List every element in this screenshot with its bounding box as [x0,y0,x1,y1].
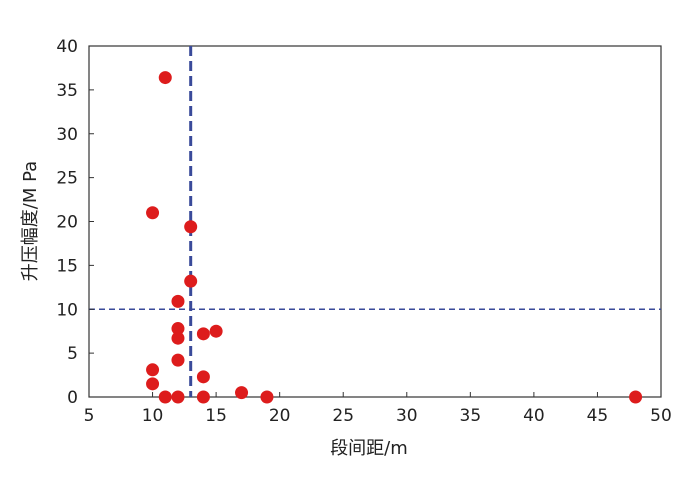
plot-frame [88,45,662,398]
y-tick-label: 15 [56,256,78,276]
data-point [235,386,249,400]
x-tick-label: 50 [650,406,672,426]
data-point [184,220,198,234]
x-tick-label: 15 [205,406,227,426]
x-tick-label: 40 [523,406,545,426]
y-tick-label: 35 [56,81,78,101]
x-tick-label: 20 [269,406,291,426]
reference-lines [89,46,661,397]
x-tick-label: 5 [84,406,95,426]
y-tick-label: 0 [67,388,78,408]
x-tick-label: 30 [396,406,418,426]
y-axis-title: 升压幅度/M Pa [20,161,41,281]
x-tick-label: 45 [587,406,609,426]
data-point [146,377,160,391]
x-axis-ticks: 5 10 15 20 25 30 35 40 45 50 [84,392,672,426]
y-tick-label: 20 [56,213,78,233]
data-point [196,390,210,404]
y-tick-label: 25 [56,169,78,189]
data-point [158,71,172,85]
data-points [146,71,643,404]
data-point [171,353,185,367]
data-point [171,322,185,336]
y-tick-label: 10 [56,300,78,320]
data-point [209,324,223,338]
x-tick-label: 10 [142,406,164,426]
data-point [260,390,274,404]
data-point [171,331,185,345]
x-tick-label: 35 [460,406,482,426]
y-tick-label: 40 [56,37,78,57]
data-point [171,390,185,404]
data-point [629,390,643,404]
y-tick-label: 30 [56,125,78,145]
x-tick-label: 25 [332,406,354,426]
data-point [196,327,210,341]
data-point [146,363,160,377]
data-point [158,390,172,404]
data-point [196,370,210,384]
y-tick-label: 5 [67,344,78,364]
data-point [184,274,198,288]
y-axis-ticks: 0 5 10 15 20 25 30 35 40 [56,37,94,408]
data-point [171,294,185,308]
x-axis-title: 段间距/m [330,438,408,459]
data-point [146,206,160,220]
